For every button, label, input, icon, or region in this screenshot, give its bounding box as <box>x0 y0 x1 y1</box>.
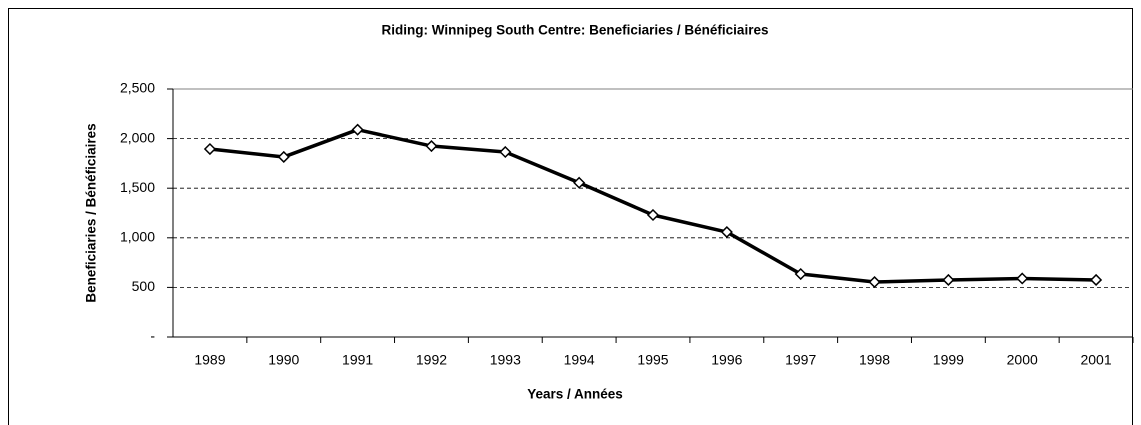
x-tick-label: 1989 <box>194 352 225 368</box>
data-point <box>277 150 290 164</box>
data-point <box>1016 272 1029 285</box>
data-point <box>573 176 586 189</box>
x-tick-label: 1993 <box>490 352 521 368</box>
x-tick-label: 1990 <box>268 352 299 368</box>
data-point <box>1090 273 1103 287</box>
x-tick-label: 1999 <box>933 352 964 368</box>
data-point <box>942 273 955 287</box>
y-tick-label: 2,500 <box>120 80 155 96</box>
data-point <box>720 225 733 239</box>
y-tick-label: 2,000 <box>120 129 155 145</box>
x-tick-label: 1994 <box>564 352 595 368</box>
x-axis-title: Years / Années <box>527 387 623 402</box>
chart-border <box>8 8 1133 425</box>
x-tick-label: 2000 <box>1007 352 1038 368</box>
data-point <box>794 267 807 281</box>
x-tick-label: 1997 <box>785 352 816 368</box>
x-tick-label: 1996 <box>711 352 742 368</box>
data-point <box>425 139 438 153</box>
data-point <box>646 208 660 222</box>
x-tick-label: 2001 <box>1080 352 1111 368</box>
chart-title: Riding: Winnipeg South Centre: Beneficia… <box>382 23 769 38</box>
data-point <box>203 142 216 156</box>
x-tick-label: 1991 <box>342 352 373 368</box>
x-tick-label: 1998 <box>859 352 890 368</box>
y-tick-label: 1,000 <box>120 229 155 245</box>
x-tick-label: 1995 <box>637 352 668 368</box>
x-tick-label: 1992 <box>416 352 447 368</box>
y-tick-label: - <box>150 328 155 344</box>
data-point <box>868 275 881 289</box>
y-tick-label: 1,500 <box>120 179 155 195</box>
y-axis-title: Beneficiaries / Bénéficiaires <box>84 123 99 302</box>
data-point <box>351 123 364 136</box>
data-point <box>499 145 512 159</box>
y-tick-label: 500 <box>132 278 156 294</box>
